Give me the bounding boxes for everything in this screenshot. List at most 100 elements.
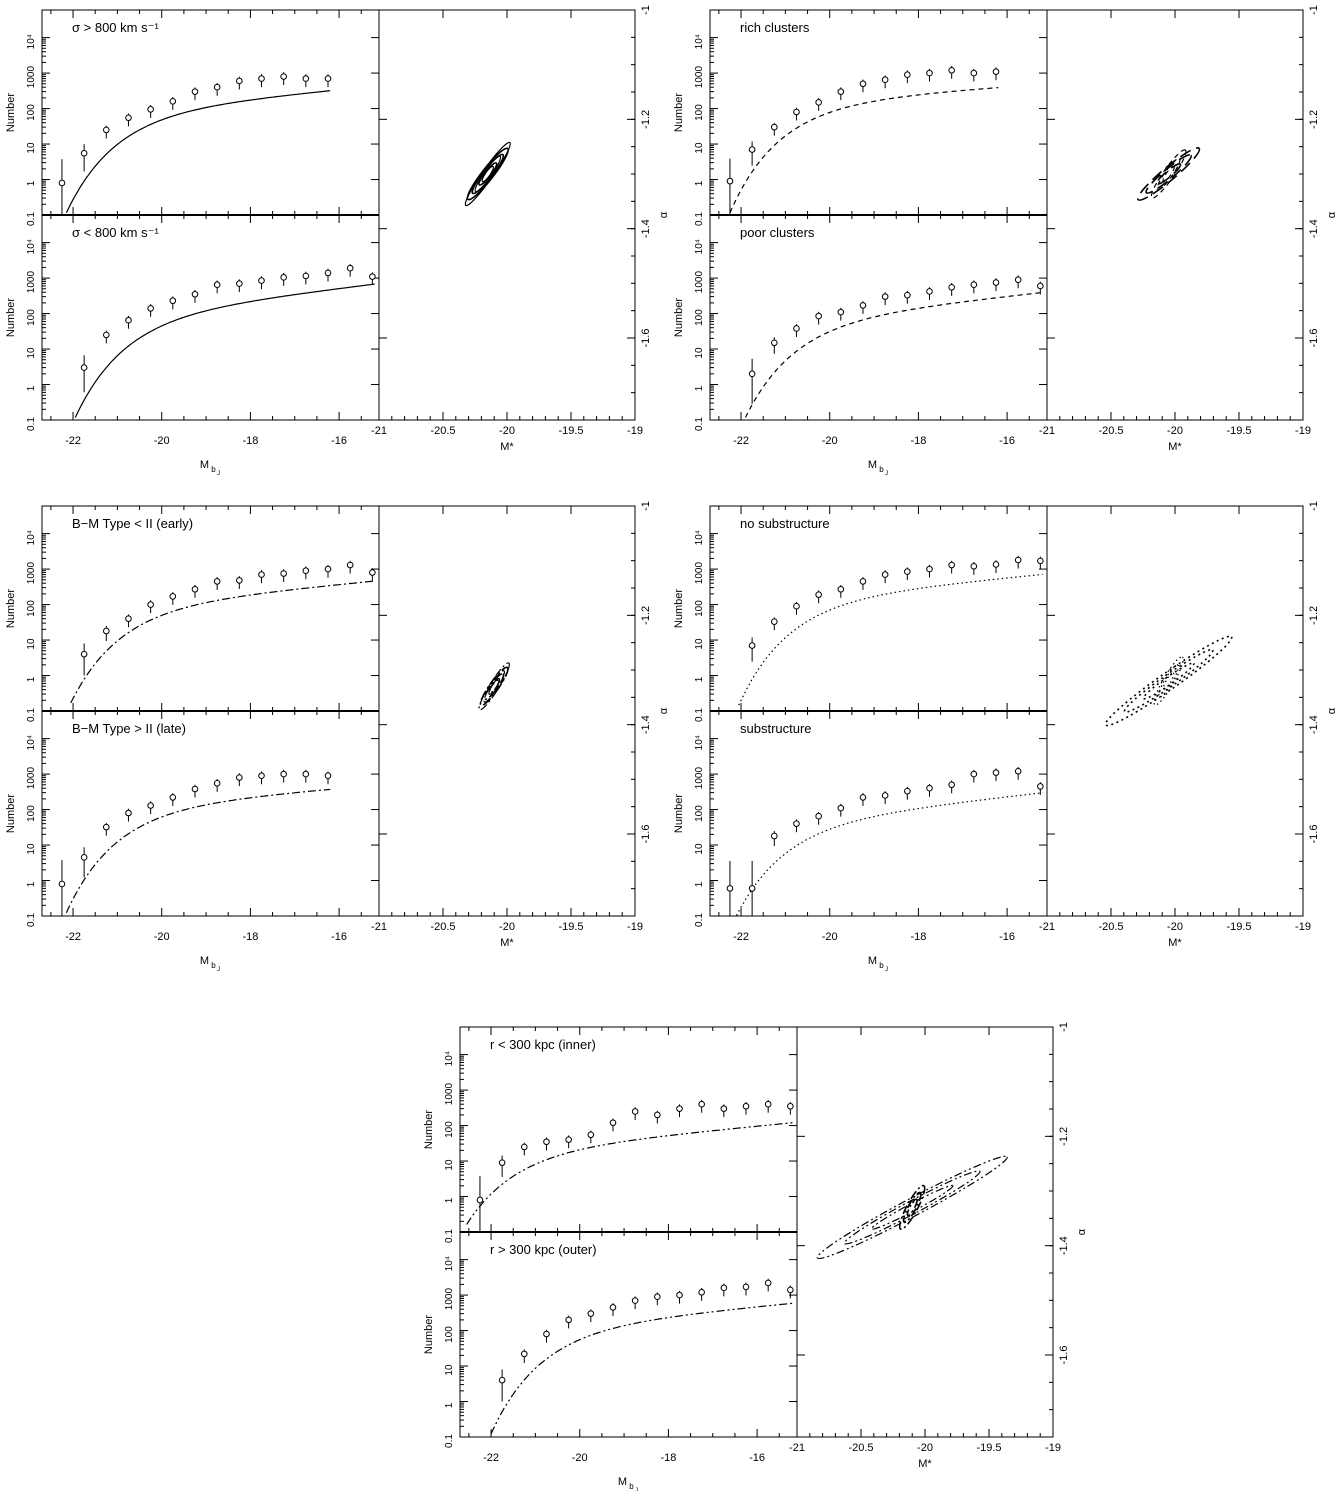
- y-tick-label: 100: [444, 1326, 455, 1343]
- data-point: [147, 305, 154, 312]
- panel-frame: [709, 505, 1048, 712]
- data-point: [1014, 276, 1022, 284]
- data-point: [498, 1159, 506, 1166]
- data-point: [58, 179, 66, 187]
- data-point: [676, 1291, 683, 1299]
- y-tick-label: -1.4: [640, 715, 652, 734]
- x-axis-label: M*: [918, 1458, 932, 1470]
- x-tick-label: -16: [999, 931, 1015, 943]
- data-point: [258, 772, 265, 780]
- data-point: [881, 571, 889, 578]
- x-tick-label: -16: [999, 435, 1015, 447]
- data-point: [992, 279, 1000, 286]
- data-point: [948, 561, 955, 569]
- y-tick-label: 10⁴: [694, 530, 705, 545]
- contour-panel: -21 -20.5 -20 -19.5 -19 M* -1 -1.2 -1.4 -1.6 α: [789, 1022, 1088, 1470]
- data-point: [793, 602, 800, 610]
- data-point: [125, 809, 132, 817]
- y-tick-label: -1: [640, 501, 652, 511]
- data-point: [324, 772, 332, 780]
- data-point: [815, 99, 822, 106]
- y-tick-label: -1: [640, 5, 652, 15]
- y-tick-label: -1.4: [1308, 219, 1320, 238]
- data-point: [543, 1330, 550, 1338]
- fit-curve: [738, 573, 1043, 706]
- data-point: [346, 561, 354, 569]
- data-point: [742, 1283, 750, 1291]
- x-tick-label: -19.5: [558, 921, 583, 933]
- y-tick-label: 1: [26, 180, 37, 186]
- data-point: [80, 149, 88, 157]
- x-axis-label: M: [618, 1476, 627, 1488]
- y-tick-label: 10⁴: [694, 735, 705, 750]
- data-point: [102, 331, 110, 339]
- data-point: [324, 269, 332, 277]
- x-tick-label: -20: [917, 1442, 933, 1454]
- lf-panel: 0.1 1 10 100 1000 10⁴ Number -22 -20 -18 -16 M b Jσ <…: [5, 214, 380, 477]
- contour-frame: [378, 9, 636, 421]
- y-tick-label: 0.1: [444, 1229, 455, 1243]
- data-point: [1014, 767, 1022, 775]
- confidence-ellipse: [466, 147, 509, 201]
- data-point: [236, 280, 243, 287]
- x-axis-label-subsub: J: [217, 967, 220, 973]
- data-point: [346, 264, 354, 272]
- y-tick-label: 1: [26, 881, 37, 887]
- confidence-ellipse: [906, 1198, 918, 1217]
- y-tick-label: 1000: [444, 1288, 455, 1311]
- data-point: [837, 804, 845, 812]
- y-tick-label: -1: [1308, 5, 1320, 15]
- x-tick-label: -18: [910, 931, 926, 943]
- confidence-ellipse: [1158, 664, 1179, 698]
- data-point: [748, 146, 756, 153]
- x-tick-label: -20: [822, 931, 838, 943]
- y-tick-label: 10: [26, 638, 37, 650]
- lf-panel: 0.1 1 10 100 1000 10⁴ Number rich clusters: [673, 9, 1048, 226]
- data-point: [770, 339, 778, 347]
- x-tick-label: -20.5: [848, 1442, 873, 1454]
- y-axis-label: α: [1326, 707, 1338, 714]
- data-point: [654, 1293, 661, 1301]
- contour-frame: [1046, 9, 1304, 421]
- y-tick-label: 0.1: [26, 417, 37, 431]
- data-point: [169, 593, 177, 600]
- y-tick-label: -1.2: [640, 606, 652, 625]
- data-point: [881, 792, 889, 799]
- data-point: [926, 288, 933, 295]
- confidence-ellipse: [478, 162, 498, 186]
- y-axis-label: Number: [423, 1110, 435, 1149]
- x-tick-label: -19: [1295, 425, 1311, 437]
- y-tick-label: 100: [444, 1121, 455, 1138]
- data-point: [302, 75, 310, 82]
- y-axis-label: Number: [673, 794, 685, 833]
- y-tick-label: 10: [26, 142, 37, 154]
- panel-frame: [41, 9, 380, 216]
- data-point: [793, 108, 800, 116]
- x-axis-label: M*: [1168, 441, 1182, 453]
- data-point: [258, 277, 265, 284]
- x-tick-label: -20: [1167, 425, 1183, 437]
- confidence-ellipse: [843, 1170, 981, 1245]
- data-point: [520, 1350, 528, 1358]
- fit-curve: [490, 1302, 793, 1435]
- y-tick-label: -1.4: [1058, 1236, 1070, 1255]
- data-point: [970, 69, 978, 77]
- y-tick-label: 1000: [444, 1083, 455, 1106]
- lf-panel: 0.1 1 10 100 1000 10⁴ Number -22 -20 -18 -16 M b Jsub…: [673, 710, 1048, 973]
- x-tick-label: -20.5: [430, 921, 455, 933]
- y-tick-label: 0.1: [444, 1434, 455, 1448]
- contour-frame: [378, 505, 636, 917]
- x-tick-label: -20: [572, 1452, 588, 1464]
- x-axis-label-sub: b: [879, 961, 884, 970]
- y-axis-label: Number: [673, 298, 685, 337]
- y-tick-label: 0.1: [26, 913, 37, 927]
- x-tick-label: -19.5: [558, 425, 583, 437]
- data-point: [992, 68, 1000, 75]
- x-tick-label: -18: [242, 435, 258, 447]
- x-axis-label-subsub: J: [885, 471, 888, 477]
- x-axis-label: M: [200, 955, 209, 967]
- data-point: [970, 562, 978, 570]
- data-point: [1037, 783, 1044, 790]
- y-tick-label: 1000: [694, 562, 705, 585]
- data-point: [837, 88, 845, 95]
